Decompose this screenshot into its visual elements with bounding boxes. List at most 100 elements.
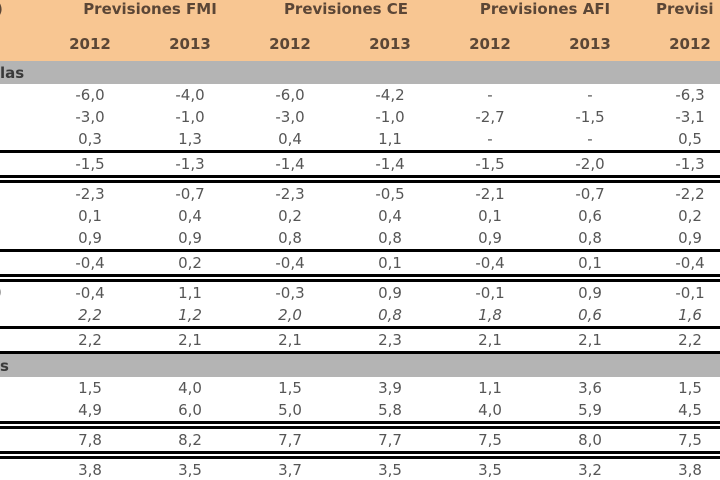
table-cell: 0,2 (178, 254, 202, 272)
table-cell: 2,1 (578, 331, 602, 349)
table-row: 0,9 0,9 0,8 0,8 0,9 0,8 0,9 (0, 227, 720, 249)
table-cell: 3,8 (678, 461, 702, 479)
header-group-afi: Previsiones AFI (479, 0, 611, 18)
section-band-label: s (0, 356, 9, 375)
table-row: -0,4 0,2 -0,4 0,1 -0,4 0,1 -0,4 (0, 249, 720, 282)
table-cell: 2,0 (278, 306, 302, 324)
header-group-row: Previsiones FMI Previsiones CE Prevision… (0, 0, 720, 26)
year-header: 2012 (69, 34, 111, 53)
table-cell: -0,1 (675, 284, 705, 302)
table-row: 3,8 3,5 3,7 3,5 3,5 3,2 3,8 (0, 459, 720, 480)
table-cell: -2,7 (475, 108, 505, 126)
table-row: -6,0 -4,0 -6,0 -4,2 - - -6,3 (0, 84, 720, 106)
table-cell: 3,5 (478, 461, 502, 479)
table-cell: -0,4 (275, 254, 305, 272)
table-cell: -3,0 (75, 108, 105, 126)
section-band-label: las (0, 63, 25, 82)
table-cell: 2,1 (178, 331, 202, 349)
table-cell: 7,8 (78, 431, 102, 449)
table-cell: -4,0 (175, 86, 205, 104)
table-cell: 0,1 (478, 207, 502, 225)
table-cell: -4,2 (375, 86, 405, 104)
table-cell: -0,7 (575, 185, 605, 203)
table-cell: -2,1 (475, 185, 505, 203)
table-cell: -1,4 (275, 155, 305, 173)
table-cell: 3,2 (578, 461, 602, 479)
table-cell: 0,4 (178, 207, 202, 225)
table-cell: 0,9 (578, 284, 602, 302)
table-row: 0,1 0,4 0,2 0,4 0,1 0,6 0,2 (0, 205, 720, 227)
table-cell: 2,1 (278, 331, 302, 349)
table-row: 0,3 1,3 0,4 1,1 - - 0,5 (0, 128, 720, 150)
table-cell: 2,2 (78, 306, 102, 324)
table-cell: -0,4 (475, 254, 505, 272)
table-cell: 0,9 (678, 229, 702, 247)
table-cell: -0,4 (75, 284, 105, 302)
table-cell: 3,9 (378, 379, 402, 397)
table-cell: 3,8 (78, 461, 102, 479)
table-cell: 6,0 (178, 401, 202, 419)
table-cell: 0,1 (578, 254, 602, 272)
table-cell: -2,2 (675, 185, 705, 203)
table-cell: 0,8 (378, 229, 402, 247)
clipped-title-fragment: ) (0, 0, 3, 18)
header-group-clipped: Previsi (656, 0, 714, 18)
table-cell: 3,6 (578, 379, 602, 397)
table-cell: 0,3 (78, 130, 102, 148)
year-header: 2013 (369, 34, 411, 53)
table-cell: - (487, 86, 493, 104)
table-cell: -0,1 (475, 284, 505, 302)
table-cell: 5,9 (578, 401, 602, 419)
table-row: 1,5 4,0 1,5 3,9 1,1 3,6 1,5 (0, 377, 720, 399)
table-cell: 0,1 (78, 207, 102, 225)
table-row: 4,9 6,0 5,0 5,8 4,0 5,9 4,5 (0, 399, 720, 421)
table-cell: 0,9 (478, 229, 502, 247)
table-cell: -0,4 (75, 254, 105, 272)
table-cell: 4,5 (678, 401, 702, 419)
table-cell: 1,5 (278, 379, 302, 397)
header-year-row: 2012 2013 2012 2013 2012 2013 2012 (0, 26, 720, 61)
table-cell: 7,7 (378, 431, 402, 449)
table-cell: -1,5 (475, 155, 505, 173)
table-cell: 3,5 (378, 461, 402, 479)
table-cell: 1,5 (78, 379, 102, 397)
table-cell: 1,1 (478, 379, 502, 397)
table-cell: 3,7 (278, 461, 302, 479)
table-cell: 0,6 (578, 207, 602, 225)
year-header: 2012 (269, 34, 311, 53)
table-cell: 1,2 (178, 306, 202, 324)
section-band: s (0, 354, 720, 377)
table-cell: 1,5 (678, 379, 702, 397)
table-cell: -0,3 (275, 284, 305, 302)
table-cell: -0,5 (375, 185, 405, 203)
table-cell: 4,0 (178, 379, 202, 397)
table-cell: 1,6 (678, 306, 702, 324)
table-cell: 0,2 (678, 207, 702, 225)
table-cell: 1,1 (178, 284, 202, 302)
table-cell: 0,6 (578, 306, 602, 324)
table-cell: 0,4 (278, 130, 302, 148)
table-cell: 0,9 (178, 229, 202, 247)
table-cell: 0,9 (78, 229, 102, 247)
section-band: las (0, 61, 720, 84)
table-cell: - (487, 130, 493, 148)
table-cell: -1,5 (75, 155, 105, 173)
header-group-ce: Previsiones CE (283, 0, 409, 18)
table-cell: 5,0 (278, 401, 302, 419)
table-cell: -0,4 (675, 254, 705, 272)
table-row: -3,0 -1,0 -3,0 -1,0 -2,7 -1,5 -3,1 (0, 106, 720, 128)
year-header: 2012 (669, 34, 711, 53)
table-cell: 2,1 (478, 331, 502, 349)
header-group-fmi: Previsiones FMI (83, 0, 217, 18)
table-body: las -6,0 -4,0 -6,0 -4,2- - -6,3 -3,0 -1,0 -3,0 -1,… (0, 61, 720, 480)
table-cell: 2,2 (78, 331, 102, 349)
table-row: 2,2 2,1 2,1 2,3 2,1 2,1 2,2 (0, 326, 720, 354)
table-cell: 7,5 (478, 431, 502, 449)
table-cell: -6,3 (675, 86, 705, 104)
table-row: 2,2 1,2 2,0 0,8 1,8 0,6 1,6 (0, 304, 720, 326)
table-header: ) Previsiones FMI Previsiones CE Previsi… (0, 0, 720, 61)
table-row: -1,5 -1,3 -1,4 -1,4 -1,5 -2,0 -1,3 (0, 150, 720, 183)
table-cell: -1,4 (375, 155, 405, 173)
table-cell: -0,7 (175, 185, 205, 203)
